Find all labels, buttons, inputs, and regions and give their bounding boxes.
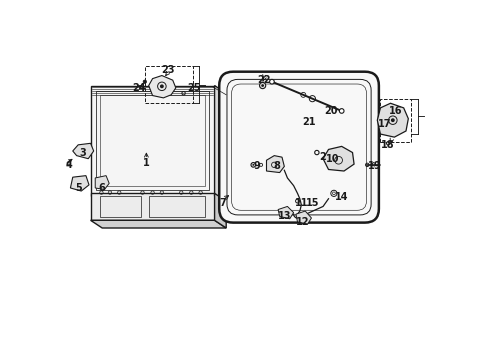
Text: 14: 14	[334, 192, 348, 202]
Polygon shape	[214, 193, 226, 228]
Text: 24: 24	[132, 83, 145, 93]
Polygon shape	[70, 176, 89, 191]
Text: 7: 7	[219, 198, 225, 208]
Text: 18: 18	[381, 140, 394, 150]
Circle shape	[386, 141, 389, 145]
FancyBboxPatch shape	[219, 72, 378, 222]
FancyBboxPatch shape	[226, 80, 370, 215]
Text: 17: 17	[378, 119, 391, 129]
Text: 20: 20	[324, 106, 337, 116]
Text: 10: 10	[325, 154, 339, 164]
Text: 6: 6	[98, 183, 104, 193]
Text: 2: 2	[319, 152, 326, 162]
Circle shape	[252, 164, 254, 166]
Polygon shape	[95, 176, 109, 189]
Text: 8: 8	[273, 161, 280, 171]
Circle shape	[390, 118, 394, 122]
Polygon shape	[214, 86, 226, 203]
Text: 15: 15	[305, 198, 319, 208]
FancyBboxPatch shape	[231, 84, 366, 210]
Circle shape	[259, 82, 265, 89]
Text: 16: 16	[388, 106, 402, 116]
Text: 19: 19	[367, 161, 381, 171]
Text: 9: 9	[252, 161, 259, 171]
Text: 21: 21	[302, 117, 315, 127]
Text: 13: 13	[277, 211, 290, 221]
Text: 1: 1	[142, 158, 149, 167]
Text: 5: 5	[75, 183, 81, 193]
Polygon shape	[73, 143, 94, 159]
Polygon shape	[90, 220, 226, 228]
Circle shape	[67, 162, 70, 165]
Text: 12: 12	[296, 217, 309, 227]
Circle shape	[250, 163, 255, 167]
Polygon shape	[323, 147, 353, 171]
Polygon shape	[295, 211, 311, 224]
Text: 11: 11	[294, 198, 307, 208]
Circle shape	[143, 80, 146, 84]
Polygon shape	[266, 156, 284, 172]
Circle shape	[261, 84, 264, 87]
Circle shape	[339, 109, 343, 113]
Polygon shape	[90, 86, 214, 195]
Polygon shape	[148, 76, 176, 98]
Circle shape	[269, 80, 274, 84]
Polygon shape	[278, 206, 293, 219]
Text: 3: 3	[79, 148, 86, 158]
Text: 22: 22	[257, 75, 270, 85]
Text: 23: 23	[161, 65, 175, 75]
Polygon shape	[90, 193, 214, 220]
Text: 4: 4	[65, 160, 72, 170]
Polygon shape	[377, 103, 407, 137]
Circle shape	[160, 84, 163, 88]
Text: 25: 25	[187, 83, 201, 93]
